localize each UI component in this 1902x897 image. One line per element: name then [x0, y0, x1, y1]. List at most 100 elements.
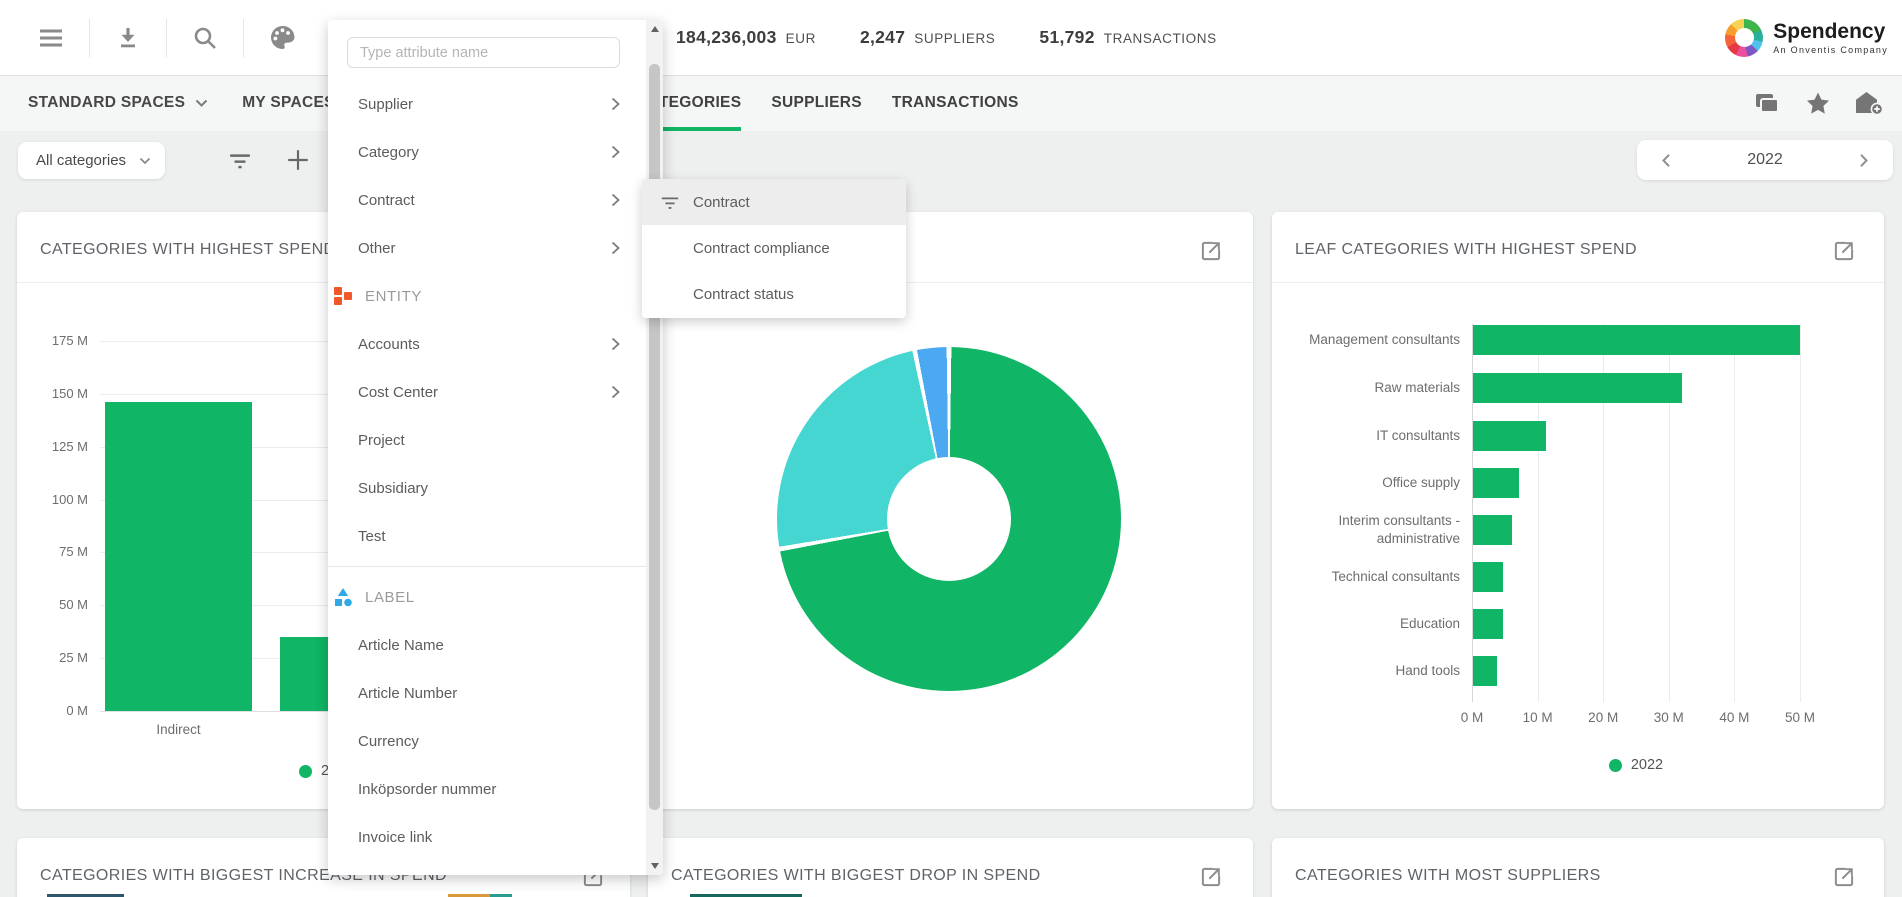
search-button[interactable]	[167, 0, 243, 75]
x-axis-tick-label: 50 M	[1785, 710, 1815, 725]
total-spend-unit: EUR	[786, 31, 816, 46]
bar-education	[1473, 609, 1503, 639]
bar-indirect	[105, 402, 252, 711]
transactions-unit: TRANSACTIONS	[1104, 31, 1217, 46]
add-home-button[interactable]	[1854, 90, 1884, 116]
x-axis-tick-label: 30 M	[1654, 710, 1684, 725]
category-label: Technical consultants	[1280, 557, 1460, 597]
attribute-search-input[interactable]	[347, 37, 620, 68]
transactions-value: 51,792	[1039, 27, 1094, 48]
submenu-item-label: Contract status	[693, 286, 794, 303]
menu-item-label: Article Number	[358, 685, 457, 702]
menu-item-accounts[interactable]: Accounts	[328, 320, 646, 368]
menu-item-invoice-link[interactable]: Invoice link	[328, 813, 646, 861]
menu-item-subsidiary[interactable]: Subsidiary	[328, 464, 646, 512]
menu-item-other[interactable]: Other	[328, 224, 646, 272]
menu-item-project[interactable]: Project	[328, 416, 646, 464]
bar-hand-tools	[1473, 656, 1497, 686]
y-axis-tick-label: 175 M	[17, 333, 88, 348]
category-filter-value: All categories	[36, 152, 126, 169]
next-year-button[interactable]	[1855, 149, 1873, 172]
horizontal-bar-chart: 0 M10 M20 M30 M40 M50 MManagement consul…	[1272, 212, 1884, 809]
menu-item-supplier[interactable]: Supplier	[328, 80, 646, 128]
download-button[interactable]	[90, 0, 166, 75]
logo-name: Spendency	[1773, 21, 1888, 42]
most-suppliers-card: CATEGORIES WITH MOST SUPPLIERS	[1272, 838, 1884, 897]
scrollbar-thumb[interactable]	[649, 64, 660, 810]
menu-item-label: Currency	[358, 733, 419, 750]
logo-tagline: An Onventis Company	[1773, 45, 1888, 55]
card-title: CATEGORIES WITH MOST SUPPLIERS	[1295, 867, 1601, 885]
menu-item-label: Supplier	[358, 96, 413, 113]
my-spaces-menu[interactable]: MY SPACES	[242, 94, 335, 112]
x-axis-tick-label: 20 M	[1588, 710, 1618, 725]
donut-hole	[887, 457, 1011, 581]
theme-palette-button[interactable]	[244, 0, 320, 75]
chevron-down-icon	[195, 99, 208, 108]
x-axis-tick-label: 40 M	[1719, 710, 1749, 725]
standard-spaces-menu[interactable]: STANDARD SPACES	[28, 94, 208, 112]
year-selector: 2022	[1637, 140, 1893, 180]
menu-item-test[interactable]: Test	[328, 512, 646, 560]
top-bar-actions	[13, 0, 320, 75]
total-spend-stat: 184,236,003 EUR	[676, 27, 816, 48]
open-in-new-icon	[580, 877, 606, 894]
menu-item-cost-center[interactable]: Cost Center	[328, 368, 646, 416]
contract-submenu: ContractContract compliance Contract stat…	[642, 179, 906, 318]
y-axis-tick-label: 125 M	[17, 439, 88, 454]
submenu-item-contract-status[interactable]: Contract status	[642, 271, 906, 317]
bar-raw-materials	[1473, 373, 1682, 403]
spaces-folder-button[interactable]	[1753, 91, 1782, 116]
expand-button[interactable]	[1198, 238, 1224, 264]
logo-ring-icon	[1725, 19, 1763, 57]
submenu-item-contract-compliance[interactable]: Contract compliance	[642, 225, 906, 271]
gridline	[1800, 324, 1801, 702]
expand-button[interactable]	[1831, 864, 1857, 890]
tab-transactions[interactable]: TRANSACTIONS	[892, 75, 1019, 131]
hamburger-menu-button[interactable]	[13, 0, 89, 75]
folders-icon	[1753, 91, 1782, 116]
tab-suppliers[interactable]: SUPPLIERS	[771, 75, 862, 131]
favorite-button[interactable]	[1805, 90, 1831, 116]
chart-legend: 2022	[1472, 757, 1800, 773]
filter-button[interactable]	[228, 148, 252, 177]
bar-it-consultants	[1473, 421, 1546, 451]
menu-item-label: Subsidiary	[358, 480, 428, 497]
open-in-new-icon	[1831, 877, 1857, 894]
previous-year-button[interactable]	[1657, 149, 1675, 172]
menu-item-article-number[interactable]: Article Number	[328, 669, 646, 717]
menu-item-category[interactable]: Category	[328, 128, 646, 176]
menu-item-label: Accounts	[358, 336, 420, 353]
menu-item-label: Article Name	[358, 637, 444, 654]
open-in-new-icon	[1198, 251, 1224, 268]
expand-button[interactable]	[1198, 864, 1224, 890]
chevron-right-icon	[611, 145, 620, 159]
top-bar: 184,236,003 EUR 2,247 SUPPLIERS 51,792 T…	[0, 0, 1902, 76]
scrollbar[interactable]	[646, 20, 663, 875]
category-filter-select[interactable]: All categories	[18, 142, 165, 179]
category-label: Hand tools	[1280, 651, 1460, 691]
scroll-down-button[interactable]	[646, 857, 663, 875]
submenu-item-contract[interactable]: Contract	[642, 179, 906, 225]
chevron-right-icon	[611, 241, 620, 255]
open-in-new-icon	[1198, 877, 1224, 894]
y-axis-tick-label: 25 M	[17, 650, 88, 665]
menu-item-ink-psorder-nummer[interactable]: Inköpsorder nummer	[328, 765, 646, 813]
menu-item-currency[interactable]: Currency	[328, 717, 646, 765]
download-icon	[115, 25, 141, 51]
filter-list-icon	[228, 148, 252, 172]
add-filter-button[interactable]	[286, 148, 310, 177]
category-label: IT consultants	[1280, 416, 1460, 456]
menu-item-contract[interactable]: Contract	[328, 176, 646, 224]
y-axis-tick-label: 150 M	[17, 386, 88, 401]
chevron-right-icon	[611, 337, 620, 351]
bar-office-supply	[1473, 468, 1519, 498]
y-axis-tick-label: 75 M	[17, 544, 88, 559]
menu-item-article-name[interactable]: Article Name	[328, 621, 646, 669]
palette-icon	[269, 24, 296, 51]
chevron-right-icon	[1859, 153, 1869, 168]
y-axis-tick-label: 0 M	[17, 703, 88, 718]
divider	[328, 566, 646, 567]
scroll-up-button[interactable]	[646, 20, 663, 38]
attribute-menu-list: SupplierCategoryContractOtherENTITYAccou…	[328, 20, 646, 875]
